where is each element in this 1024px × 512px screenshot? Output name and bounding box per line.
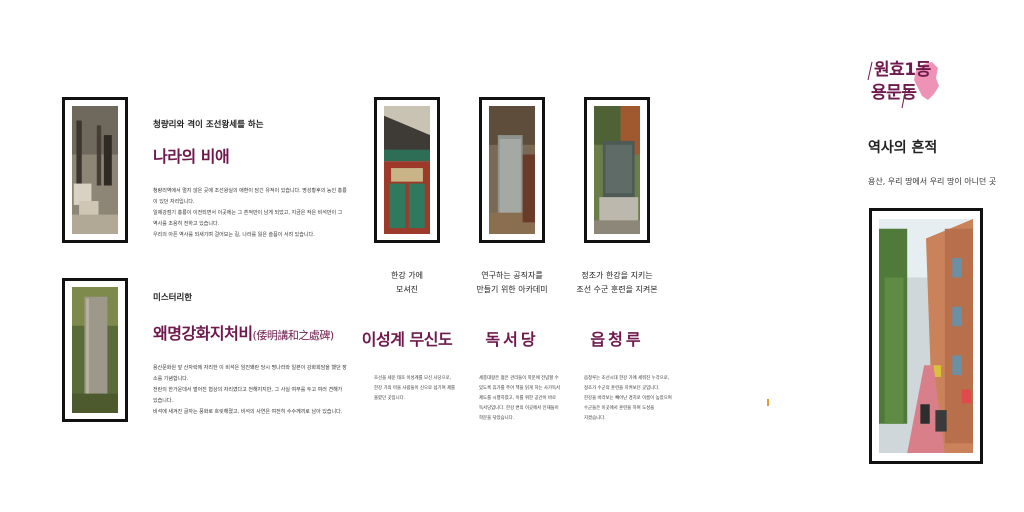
item2-body-line: 전란의 한가운데서 벌어진 협상의 자리였다고 전해지지만, 그 사실 여부를 …	[153, 387, 343, 404]
item2-subtitle: 미스터리한	[153, 293, 193, 303]
col2-body-line: 학문을 닦았습니다.	[479, 416, 515, 421]
col1-title: 이성계 무신도	[361, 330, 453, 349]
item2-body-line: 비석에 새겨진 글자는 풍화로 흐릿해졌고, 비석의 사연은 여전히 수수께끼로…	[153, 409, 343, 415]
col3-body-line: 한강을 바라보는 빼어난 경치로 이름이 높았으며	[584, 396, 672, 401]
item1-title: 나라의 비애	[153, 147, 230, 166]
col3-body: 읍청루는 조선시대 한강 가에 세워진 누각으로, 정조가 수군의 훈련을 지켜…	[584, 374, 676, 424]
col1-body-line: 한강 가의 마을 사람들이 신으로 섬기며 제를	[374, 386, 456, 391]
item1-body: 청량리역에서 멀지 않은 곳에 조선왕실의 애환이 담긴 유적이 있습니다. 명…	[153, 186, 348, 241]
col1-subtitle: 한강 가에 모셔진	[357, 269, 457, 297]
photo-street-image	[879, 219, 973, 453]
right-caption: 용산, 우리 땅에서 우리 땅이 아니던 곳	[868, 177, 997, 186]
col3-body-line: 지켰습니다.	[584, 416, 606, 421]
col3-body-line: 수군들은 이곳에서 훈련을 하며 도성을	[584, 406, 655, 411]
col1-body-line: 조선을 세운 태조 이성계를 모신 사당으로,	[374, 376, 452, 381]
photo-stele-image	[72, 287, 118, 413]
item2-title-hanja: (倭明講和之處碑)	[252, 329, 335, 342]
decor-mark	[767, 399, 769, 406]
item1-subtitle: 청량리와 격이 조선왕세를 하는	[153, 120, 264, 130]
col2-body-line: 세종대왕은 젊은 관리들이 학문에 전념할 수	[479, 376, 559, 381]
col3-subtitle-line: 정조가 한강을 지키는	[581, 271, 653, 280]
col1-body: 조선을 세운 태조 이성계를 모신 사당으로, 한강 가의 마을 사람들이 신으…	[374, 374, 466, 404]
col2-subtitle-line: 만들기 위한 아카데미	[476, 285, 548, 294]
district-map-icon	[914, 62, 939, 100]
item1-body-line: 우리의 아픈 역사를 되새기며 걸어보는 길, 나라를 잃은 슬픔이 서려 있습…	[153, 232, 315, 238]
col2-body-line: 독서당입니다. 한강 변의 이곳에서 인재들이	[479, 406, 559, 411]
item2-body: 용산문화원 앞 산자락에 자리한 이 비석은 임진왜란 당시 명나라와 일본이 …	[153, 363, 348, 418]
photo-hongneung-site	[62, 97, 128, 243]
col2-body: 세종대왕은 젊은 관리들이 학문에 전념할 수 있도록 휴가를 주어 책을 읽게…	[479, 374, 571, 424]
col2-body-line: 있도록 휴가를 주어 책을 읽게 하는 사가독서	[479, 386, 561, 391]
photo-shrine	[374, 97, 440, 243]
photo-reading-hall-image	[489, 106, 535, 234]
item1-body-line: 일제강점기 홍릉이 이전되면서 이곳에는 그 흔적만이 남게 되었고, 지금은 …	[153, 210, 343, 227]
photo-stele	[62, 278, 128, 422]
district-tag-line1: 원효1동	[874, 60, 931, 80]
col2-subtitle-line: 연구하는 공직자를	[481, 271, 543, 280]
item1-body-line: 청량리역에서 멀지 않은 곳에 조선왕실의 애환이 담긴 유적이 있습니다. 명…	[153, 188, 347, 205]
col2-body-line: 제도를 시행하였고, 이를 위한 공간이 바로	[479, 396, 557, 401]
tag-slash-icon	[867, 61, 907, 109]
col3-subtitle: 정조가 한강을 지키는 조선 수군 훈련을 지켜본	[557, 269, 677, 297]
district-tag: 원효1동 용문동	[866, 58, 956, 114]
col1-subtitle-line: 모셔진	[395, 285, 419, 294]
photo-pavilion-marker	[584, 97, 650, 243]
col3-body-line: 정조가 수군의 훈련을 지켜보던 곳입니다.	[584, 386, 660, 391]
col2-subtitle: 연구하는 공직자를 만들기 위한 아카데미	[452, 269, 572, 297]
col3-title: 읍청루	[590, 330, 644, 349]
col1-body-line: 올렸던 곳입니다.	[374, 396, 406, 401]
photo-street	[869, 208, 983, 464]
photo-reading-hall	[479, 97, 545, 243]
item2-body-line: 용산문화원 앞 산자락에 자리한 이 비석은 임진왜란 당시 명나라와 일본이 …	[153, 365, 347, 382]
item2-title: 왜명강화지처비	[153, 324, 253, 343]
col2-title: 독서당	[485, 330, 539, 349]
photo-hongneung-image	[72, 106, 118, 234]
district-tag-line2: 용문동	[871, 83, 917, 103]
col3-body-line: 읍청루는 조선시대 한강 가에 세워진 누각으로,	[584, 376, 670, 381]
photo-shrine-image	[384, 106, 430, 234]
right-heading: 역사의 흔적	[868, 140, 938, 156]
photo-pavilion-marker-image	[594, 106, 640, 234]
col3-subtitle-line: 조선 수군 훈련을 지켜본	[576, 285, 658, 294]
col1-subtitle-line: 한강 가에	[391, 271, 423, 280]
item2-title-row: 왜명강화지처비(倭明講和之處碑)	[153, 324, 383, 346]
